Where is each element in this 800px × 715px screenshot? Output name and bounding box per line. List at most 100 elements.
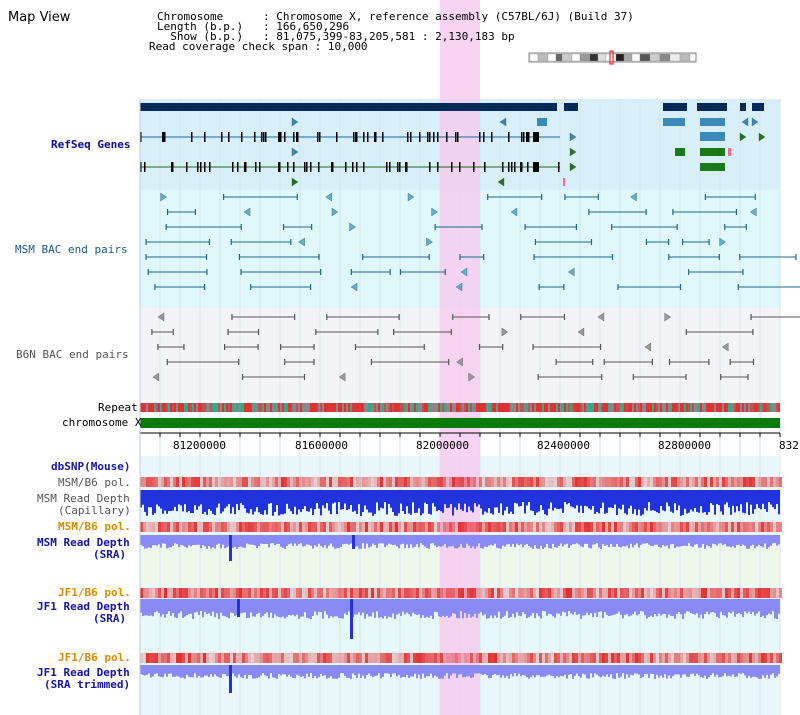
jf1-trim-depth-bar (154, 665, 156, 674)
msm-pol-segment (329, 477, 332, 487)
msm-pol-segment (407, 477, 410, 487)
repeat-segment (578, 403, 580, 412)
repeat-segment (748, 403, 750, 412)
jf1-trim-depth-bar (572, 665, 574, 679)
track-label-msm-depth-sra[interactable]: MSM Read Depth (37, 536, 130, 549)
msm-sra-depth-bar (184, 535, 186, 547)
jf1-pol-segment (623, 588, 626, 598)
msm-pol-segment (746, 477, 749, 487)
jf1-pol2-segment (212, 653, 215, 663)
gene-exon (204, 132, 206, 142)
jf1-sra-depth-bar (318, 599, 320, 612)
repeat-segment (234, 403, 236, 412)
msm-bac-pair-arrow (407, 192, 415, 202)
msm-sra-depth-bar (482, 535, 484, 549)
repeat-segment (186, 403, 188, 412)
msm-pol-segment (185, 477, 188, 487)
jf1-pol-segment (731, 588, 734, 598)
msm-sra-depth-bar (202, 535, 204, 546)
repeat-segment (724, 403, 726, 412)
repeat-segment (276, 403, 278, 412)
msm-sra-depth-bar (518, 535, 520, 546)
jf1-pol2-segment (533, 653, 536, 663)
msm-sra-depth-bar (486, 535, 488, 548)
repeat-segment (602, 403, 604, 412)
gene-exon (407, 132, 409, 142)
jf1-pol2-segment (746, 653, 749, 663)
msm-pol2-segment (641, 522, 644, 532)
msm-cap-depth-bar (166, 490, 168, 514)
msm-pol2-segment (743, 522, 746, 532)
repeat-segment (698, 403, 700, 412)
repeat-segment (324, 403, 326, 412)
jf1-sra-depth-bar (376, 599, 378, 612)
gene-exon (232, 162, 234, 172)
msm-cap-depth-bar (158, 490, 160, 507)
track-label-msm-depth-cap[interactable]: MSM Read Depth (37, 492, 130, 505)
msm-pol2-segment (326, 522, 329, 532)
jf1-sra-depth-bar (650, 599, 652, 616)
repeat-segment (686, 403, 688, 412)
jf1-sra-depth-bar (234, 599, 236, 616)
jf1-sra-depth-bar (656, 599, 658, 617)
msm-sra-depth-bar (264, 535, 266, 544)
msm-sra-depth-bar (546, 535, 548, 544)
jf1-pol2-segment (503, 653, 506, 663)
jf1-pol-segment (680, 588, 683, 598)
msm-pol-segment (410, 477, 413, 487)
jf1-pol2-segment (434, 653, 437, 663)
jf1-trim-depth-bar (540, 665, 542, 677)
jf1-pol-segment (359, 588, 362, 598)
msm-pol-segment (641, 477, 644, 487)
track-label-jf1-pol-2[interactable]: JF1/B6 pol. (58, 651, 131, 664)
track-label-jf1-pol-1[interactable]: JF1/B6 pol. (58, 586, 131, 599)
msm-pol2-segment (749, 522, 752, 532)
track-label-refseq[interactable]: RefSeq Genes (51, 138, 131, 151)
msm-sra-depth-bar (554, 535, 556, 548)
msm-pol2-segment (344, 522, 347, 532)
jf1-pol2-segment (635, 653, 638, 663)
msm-cap-depth-bar (772, 490, 774, 508)
jf1-trim-depth-bar (748, 665, 750, 676)
track-label-msm-pol-2[interactable]: MSM/B6 pol. (58, 520, 131, 533)
track-label-msm-pol-1[interactable]: MSM/B6 pol. (58, 476, 131, 489)
repeat-segment (732, 403, 734, 412)
msm-bac-pair-arrow (510, 207, 518, 217)
jf1-pol-segment (569, 588, 572, 598)
repeat-segment (424, 403, 426, 412)
msm-pol-segment (320, 477, 323, 487)
track-label-msm-bac[interactable]: MSM BAC end pairs (15, 243, 128, 256)
repeat-segment (460, 403, 462, 412)
track-label-dbsnp[interactable]: dbSNP(Mouse) (51, 460, 131, 473)
msm-pol2-segment (509, 522, 512, 532)
msm-pol2-segment (701, 522, 704, 532)
repeat-segment (506, 403, 508, 412)
jf1-sra-depth-bar (464, 599, 466, 614)
jf1-sra-depth-bar (156, 599, 158, 612)
repeat-segment (296, 403, 298, 412)
msm-pol-segment (161, 477, 164, 487)
track-label-jf1-depth[interactable]: JF1 Read Depth (37, 600, 130, 613)
jf1-pol-segment (641, 588, 644, 598)
msm-cap-depth-bar (476, 490, 478, 507)
msm-pol-segment (485, 477, 488, 487)
msm-pol-segment (494, 477, 497, 487)
jf1-pol-segment (596, 588, 599, 598)
jf1-sra-depth-bar (590, 599, 592, 614)
msm-pol-segment (194, 477, 197, 487)
msm-cap-depth-bar (358, 490, 360, 505)
msm-cap-depth-bar (288, 490, 290, 509)
jf1-pol-segment (365, 588, 368, 598)
jf1-pol-segment (230, 588, 233, 598)
msm-sra-depth-bar (618, 535, 620, 547)
msm-pol2-segment (365, 522, 368, 532)
msm-cap-depth-bar (282, 490, 284, 515)
repeat-segment (656, 403, 658, 412)
track-label-b6n-bac[interactable]: B6N BAC end pairs (16, 348, 129, 361)
track-label-jf1-trim[interactable]: JF1 Read Depth (37, 666, 130, 679)
msm-pol-segment (569, 477, 572, 487)
msm-sra-depth-bar (312, 535, 314, 549)
repeat-segment (592, 403, 594, 412)
